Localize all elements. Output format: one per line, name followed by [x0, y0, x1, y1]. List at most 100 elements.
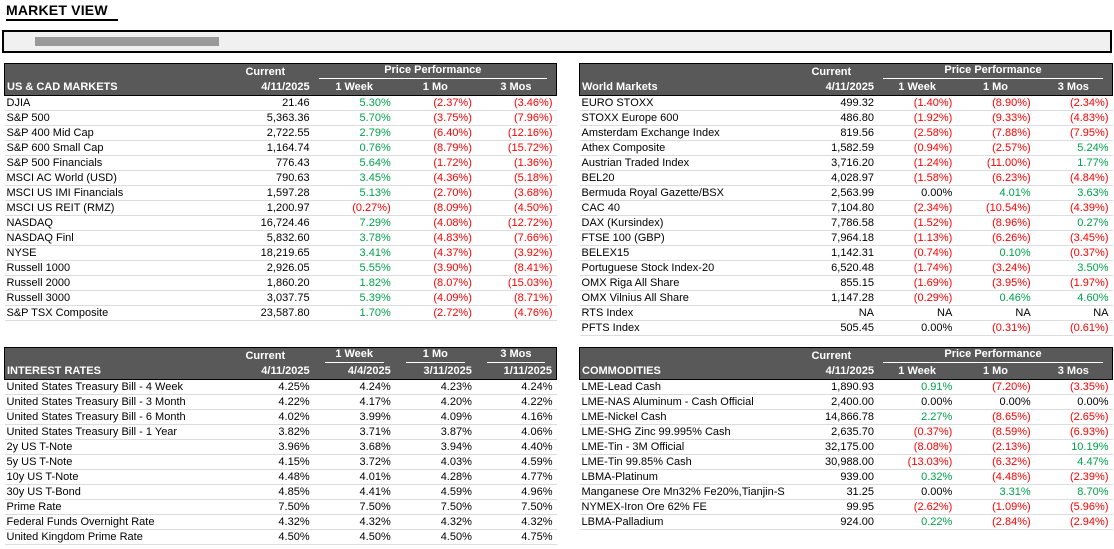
perf-value: (1.24%) [877, 155, 957, 171]
header-spacer [4, 63, 218, 80]
row-label: PFTS Index [579, 320, 785, 336]
commodities-table: Current Price Performance COMMODITIES 4/… [578, 347, 1113, 530]
table-title: INTEREST RATES [4, 363, 218, 380]
current-value: 23,587.80 [217, 305, 314, 321]
perf-value: 0.00% [956, 394, 1035, 410]
perf-value: 0.76% [313, 140, 395, 156]
month-date: 3/11/2025 [394, 363, 476, 380]
perf-value: (0.61%) [1034, 320, 1113, 336]
perf-value: 3.41% [313, 245, 395, 261]
perf-value: (7.96%) [475, 110, 557, 126]
perf-value: (3.46%) [475, 95, 557, 111]
row-label: CAC 40 [579, 200, 785, 216]
table-row: Russell 1000 2,926.05 5.55% (3.90%) (8.41%) [4, 260, 557, 276]
current-value: 7,964.18 [784, 230, 878, 246]
perf-value: (4.83%) [1034, 110, 1113, 126]
perf-value: (12.16%) [475, 125, 557, 141]
perf-value: 10.19% [1034, 439, 1113, 455]
current-value: 486.80 [784, 110, 878, 126]
current-column-header: Current [784, 63, 878, 80]
header-spacer [578, 347, 785, 364]
perf-value: (2.72%) [394, 305, 476, 321]
row-label: MSCI US REIT (RMZ) [4, 200, 218, 216]
perf-value: 1.70% [313, 305, 395, 321]
week-date: 4/4/2025 [313, 363, 395, 380]
row-label: 30y US T-Bond [4, 484, 218, 500]
perf-value: 7.50% [475, 499, 557, 515]
perf-value: 4.28% [394, 469, 476, 485]
page-title: MARKET VIEW [6, 2, 118, 21]
perf-value: 1.82% [313, 275, 395, 291]
table-row: DJIA 21.46 5.30% (2.37%) (3.46%) [4, 95, 557, 111]
perf-value: (1.09%) [956, 499, 1035, 515]
perf-value: 4.40% [475, 439, 557, 455]
table-row: United Kingdom Prime Rate 4.50% 4.50% 4.50%… [4, 529, 557, 545]
table-row: S&P 600 Small Cap 1,164.74 0.76% (8.79%) (15… [4, 140, 557, 156]
current-value: 16,724.46 [217, 215, 314, 231]
perf-value: (13.03%) [877, 454, 957, 470]
perf-value: (3.75%) [394, 110, 476, 126]
row-label: Bermuda Royal Gazette/BSX [579, 185, 785, 201]
row-label: Portuguese Stock Index-20 [579, 260, 785, 276]
row-label: NASDAQ [4, 215, 218, 231]
perf-value: (3.68%) [475, 185, 557, 201]
row-label: LBMA-Palladium [579, 514, 785, 530]
row-label: STOXX Europe 600 [579, 110, 785, 126]
perf-value: 3.94% [394, 439, 476, 455]
header-spacer [578, 63, 785, 80]
world-markets-table: Current Price Performance World Markets … [578, 63, 1113, 336]
period-1week-header: 1 Week [877, 363, 957, 380]
current-value: 1,597.28 [217, 185, 314, 201]
perf-value: (4.83%) [394, 230, 476, 246]
perf-value: 4.01% [956, 185, 1035, 201]
current-date: 4/11/2025 [217, 363, 314, 380]
table-row: LME-Tin - 3M Official 32,175.00 (8.08%) (2.… [579, 439, 1113, 455]
perf-value: (1.52%) [877, 215, 957, 231]
perf-value: (2.39%) [1034, 469, 1113, 485]
current-value: 21.46 [217, 95, 314, 111]
current-value: 30,988.00 [784, 454, 878, 470]
perf-value: (8.71%) [475, 290, 557, 306]
current-value: 1,200.97 [217, 200, 314, 216]
current-value: 1,164.74 [217, 140, 314, 156]
perf-value: (1.13%) [877, 230, 957, 246]
perf-value: (5.18%) [475, 170, 557, 186]
perf-value: 4.96% [475, 484, 557, 500]
perf-value: 3.50% [1034, 260, 1113, 276]
perf-value: (6.26%) [956, 230, 1035, 246]
perf-value: 4.77% [475, 469, 557, 485]
table-row: United States Treasury Bill - 1 Year 3.82… [4, 424, 557, 440]
table-title: COMMODITIES [578, 363, 785, 380]
current-value: 3,716.20 [784, 155, 878, 171]
table-header: Current 1 Week 1 Mo 3 Mos INTEREST RATES… [4, 347, 557, 380]
perf-value: (2.58%) [877, 125, 957, 141]
current-date: 4/11/2025 [217, 79, 314, 96]
perf-value: (2.94%) [1034, 514, 1113, 530]
perf-value: NA [956, 305, 1035, 321]
current-value: 3.96% [217, 439, 314, 455]
perf-value: (8.79%) [394, 140, 476, 156]
row-label: Russell 3000 [4, 290, 218, 306]
table-row: 2y US T-Note 3.96% 3.68% 3.94% 4.40% [4, 439, 557, 455]
current-value: 4.02% [217, 409, 314, 425]
table-body: DJIA 21.46 5.30% (2.37%) (3.46%) S&P 500 5,363… [4, 95, 557, 321]
perf-value: NA [1034, 305, 1113, 321]
current-value: 790.63 [217, 170, 314, 186]
perf-value: (4.37%) [394, 245, 476, 261]
table-row: STOXX Europe 600 486.80 (1.92%) (9.33%) (4.8… [579, 110, 1113, 126]
perf-value: (0.74%) [877, 245, 957, 261]
perf-value: (0.37%) [877, 424, 957, 440]
perf-value: (3.95%) [956, 275, 1035, 291]
period-1mo-header: 1 Mo [394, 79, 476, 96]
perf-value: (7.95%) [1034, 125, 1113, 141]
perf-value: (0.37%) [1034, 245, 1113, 261]
table-row: Portuguese Stock Index-20 6,520.48 (1.74%)… [579, 260, 1113, 276]
perf-value: 4.32% [394, 514, 476, 530]
perf-value: 4.17% [313, 394, 395, 410]
current-value: 2,635.70 [784, 424, 878, 440]
current-value: 5,363.36 [217, 110, 314, 126]
perf-value: 4.22% [475, 394, 557, 410]
row-label: LME-SHG Zinc 99.995% Cash [579, 424, 785, 440]
table-row: EURO STOXX 499.32 (1.40%) (8.90%) (2.34%) [579, 95, 1113, 111]
current-value: 99.95 [784, 499, 878, 515]
